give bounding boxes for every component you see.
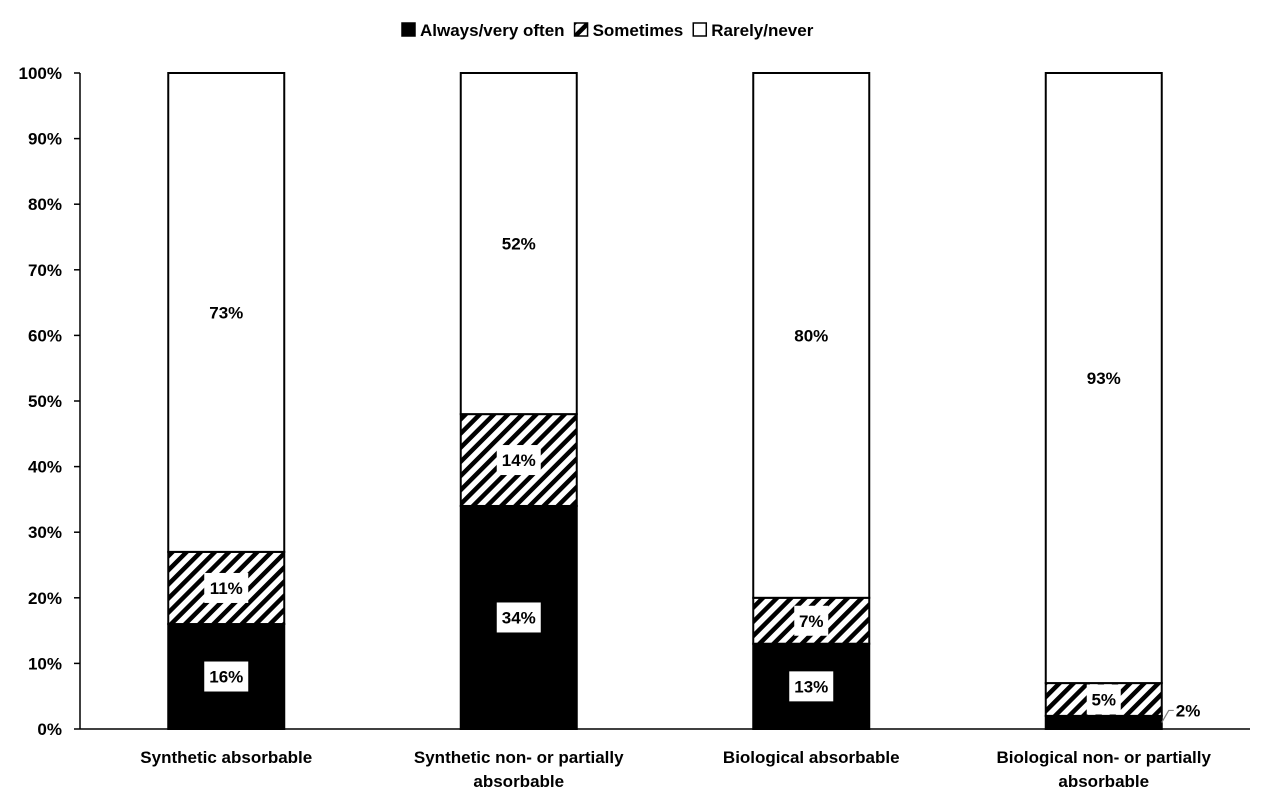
legend-label: Always/very often	[420, 21, 565, 40]
data-label: 52%	[502, 235, 536, 254]
data-label: 80%	[794, 326, 828, 345]
y-tick-label: 80%	[28, 195, 62, 214]
legend: Always/very often Sometimes Rarely/never	[401, 21, 814, 40]
data-label-box	[204, 661, 249, 692]
y-tick-label: 20%	[28, 589, 62, 608]
data-label: 93%	[1087, 369, 1121, 388]
x-tick-label: Synthetic absorbable	[140, 748, 312, 767]
y-tick-label: 30%	[28, 523, 62, 542]
bar-stack-4: 2% 5% 93%	[1044, 72, 1201, 731]
x-tick-label: Biological non- or partially	[997, 748, 1212, 767]
data-label-box	[496, 602, 541, 633]
y-tick-label: 10%	[28, 654, 62, 673]
data-label-box	[496, 445, 541, 476]
bar-rarely-never	[752, 72, 871, 599]
data-label: 5%	[1091, 690, 1116, 709]
legend-swatch-sometimes	[573, 22, 589, 37]
data-label: 13%	[794, 677, 828, 696]
data-label-leader	[1161, 709, 1174, 723]
bar-rarely-never	[167, 72, 286, 553]
y-tick-label: 90%	[28, 130, 62, 149]
legend-label: Sometimes	[593, 21, 684, 40]
x-tick-label: Biological absorbable	[723, 748, 900, 767]
data-label-box	[204, 572, 249, 603]
y-tick-label: 0%	[37, 720, 62, 739]
legend-swatch-always-very-often	[401, 22, 416, 37]
bars: 16% 11% 73% 34% 14% 52% 13% 7% 80% 2% 5% 93%	[167, 72, 1201, 731]
y-tick-label: 60%	[28, 326, 62, 345]
data-label-box	[789, 671, 834, 702]
data-label: 11%	[210, 579, 243, 598]
data-label-box	[1086, 684, 1121, 715]
bar-stack-2: 34% 14% 52%	[459, 72, 578, 730]
data-label: 2%	[1176, 701, 1201, 720]
y-tick-label: 50%	[28, 392, 62, 411]
data-label-box	[794, 605, 829, 636]
bar-stack-3: 13% 7% 80%	[752, 72, 871, 730]
data-label: 73%	[209, 303, 243, 322]
x-tick-label: absorbable	[1058, 772, 1149, 791]
bar-always-very-often	[1044, 714, 1163, 731]
x-axis: Synthetic absorbable Synthetic non- or pa…	[80, 728, 1250, 791]
data-label: 14%	[502, 451, 536, 470]
data-label: 16%	[209, 668, 243, 687]
y-axis: 0% 10% 20% 30% 40% 50% 60% 70% 80% 90% 100%	[19, 64, 81, 739]
y-tick-label: 40%	[28, 458, 62, 477]
data-label: 7%	[799, 612, 824, 631]
y-tick-label: 70%	[28, 261, 62, 280]
bar-rarely-never	[459, 72, 578, 416]
legend-label: Rarely/never	[711, 21, 813, 40]
bar-stack-1: 16% 11% 73%	[167, 72, 286, 730]
x-tick-label: absorbable	[473, 772, 564, 791]
legend-swatch-rarely-never	[692, 22, 708, 37]
y-tick-label: 100%	[19, 64, 62, 83]
data-label: 34%	[502, 608, 536, 627]
x-tick-label: Synthetic non- or partially	[414, 748, 624, 767]
bar-rarely-never	[1044, 72, 1163, 685]
